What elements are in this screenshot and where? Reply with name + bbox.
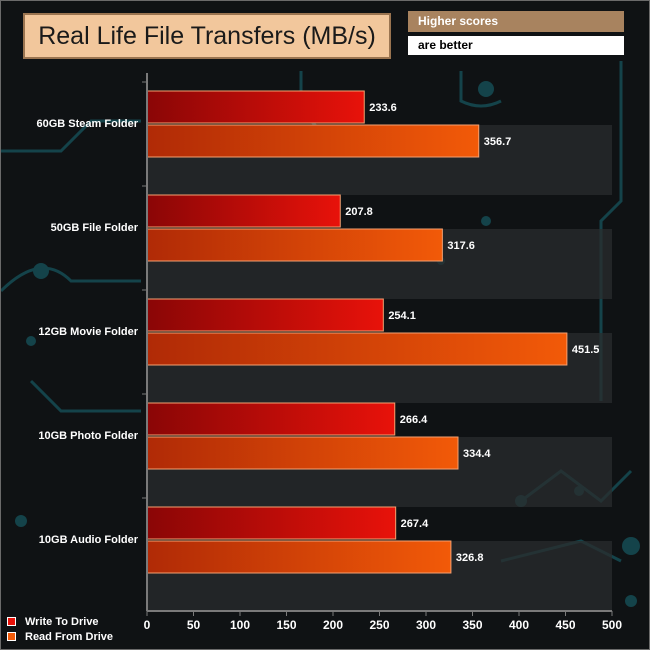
bar-read-4 (146, 540, 452, 574)
bar-read-2 (146, 332, 568, 366)
x-tick-label-7: 350 (462, 618, 482, 632)
higher-scores-note: Higher scores (408, 11, 624, 32)
chart-title: Real Life File Transfers (MB/s) (38, 21, 376, 50)
chart-title-box: Real Life File Transfers (MB/s) (23, 13, 391, 59)
x-tick-label-0: 0 (144, 618, 151, 632)
value-label-write-3: 266.4 (400, 414, 428, 426)
circuit-node-1 (15, 515, 27, 527)
circuit-node-0 (33, 263, 49, 279)
value-label-read-2: 451.5 (572, 344, 600, 356)
x-tick-label-1: 50 (187, 618, 201, 632)
category-label-0: 60GB Steam Folder (37, 118, 139, 130)
x-tick-label-9: 450 (555, 618, 575, 632)
legend: Write To Drive Read From Drive (7, 614, 113, 644)
legend-label-read: Read From Drive (25, 630, 114, 643)
value-label-write-0: 233.6 (369, 102, 397, 114)
bar-write-0 (146, 90, 365, 124)
bar-write-1 (146, 194, 341, 228)
circuit-line-2 (599, 61, 623, 401)
value-label-read-3: 334.4 (463, 448, 491, 460)
bar-read-3 (146, 436, 459, 470)
legend-label-write: Write To Drive (25, 615, 99, 628)
value-label-read-4: 326.8 (456, 552, 484, 564)
value-label-write-1: 207.8 (345, 206, 373, 218)
bars-group (146, 90, 568, 574)
x-tick-label-2: 100 (230, 618, 250, 632)
x-tick-label-8: 400 (509, 618, 529, 632)
x-tick-label-10: 500 (602, 618, 622, 632)
circuit-line-0 (1, 119, 141, 153)
category-label-3: 10GB Photo Folder (38, 430, 138, 442)
x-tick-label-5: 250 (369, 618, 389, 632)
value-label-read-0: 356.7 (484, 136, 512, 148)
circuit-node-4 (481, 216, 491, 226)
circuit-line-1 (1, 266, 141, 293)
legend-swatch-write (7, 617, 16, 626)
bar-write-2 (146, 298, 384, 332)
legend-item-read: Read From Drive (7, 629, 113, 644)
circuit-node-2 (622, 537, 640, 555)
bar-write-3 (146, 402, 396, 436)
circuit-line-3 (459, 71, 502, 108)
x-tick-label-3: 150 (276, 618, 296, 632)
circuit-node-9 (26, 336, 36, 346)
axes-group (142, 73, 613, 616)
x-tick-label-6: 300 (416, 618, 436, 632)
labels-group: 233.6 356.7 60GB Steam Folder 207.8 317.6 50G… (37, 102, 623, 632)
circuit-node-8 (478, 81, 494, 97)
x-tick-label-4: 200 (323, 618, 343, 632)
category-label-1: 50GB File Folder (51, 222, 139, 234)
value-label-read-1: 317.6 (447, 240, 475, 252)
circuit-node-3 (625, 595, 637, 607)
bar-read-0 (146, 124, 480, 158)
category-label-4: 10GB Audio Folder (39, 534, 139, 546)
circuit-line-5 (29, 379, 141, 413)
bar-read-1 (146, 228, 443, 262)
value-label-write-2: 254.1 (388, 310, 416, 322)
legend-swatch-read (7, 632, 16, 641)
bar-write-4 (146, 506, 397, 540)
category-label-2: 12GB Movie Folder (38, 326, 138, 338)
legend-item-write: Write To Drive (7, 614, 113, 629)
value-label-write-4: 267.4 (401, 518, 429, 530)
are-better-note: are better (408, 36, 624, 55)
